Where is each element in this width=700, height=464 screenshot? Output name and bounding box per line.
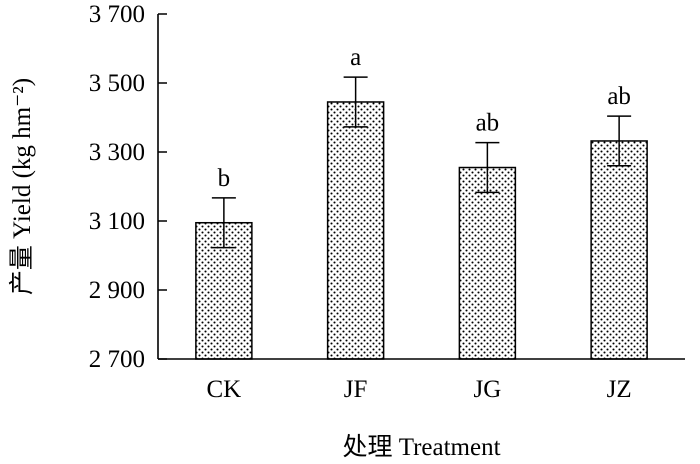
y-tick-label: 3 500 bbox=[89, 70, 145, 97]
y-tick-label: 3 700 bbox=[89, 1, 145, 28]
y-axis-ticks: 2 700 2 900 3 100 3 300 3 500 3 700 bbox=[89, 1, 167, 373]
significance-label: ab bbox=[607, 83, 631, 110]
bar bbox=[326, 101, 385, 360]
y-tick-label: 3 300 bbox=[89, 139, 145, 166]
y-tick-label: 2 900 bbox=[89, 277, 145, 304]
y-tick-label: 3 100 bbox=[89, 208, 145, 235]
x-tick-label: JF bbox=[344, 376, 368, 403]
significance-label: a bbox=[350, 44, 361, 71]
bars: b CK a JF ab JG ab JZ bbox=[195, 44, 648, 403]
significance-label: ab bbox=[476, 110, 500, 137]
x-axis-title: 处理 Treatment bbox=[342, 433, 500, 461]
x-tick-label: JZ bbox=[607, 376, 632, 403]
bar bbox=[590, 140, 648, 360]
bar bbox=[458, 166, 517, 360]
y-tick-label: 2 700 bbox=[89, 346, 145, 373]
significance-label: b bbox=[218, 165, 231, 192]
x-tick-label: CK bbox=[207, 376, 242, 403]
x-tick-label: JG bbox=[473, 376, 501, 403]
y-axis-title: 产量 Yield (kg hm⁻²) bbox=[8, 78, 36, 295]
